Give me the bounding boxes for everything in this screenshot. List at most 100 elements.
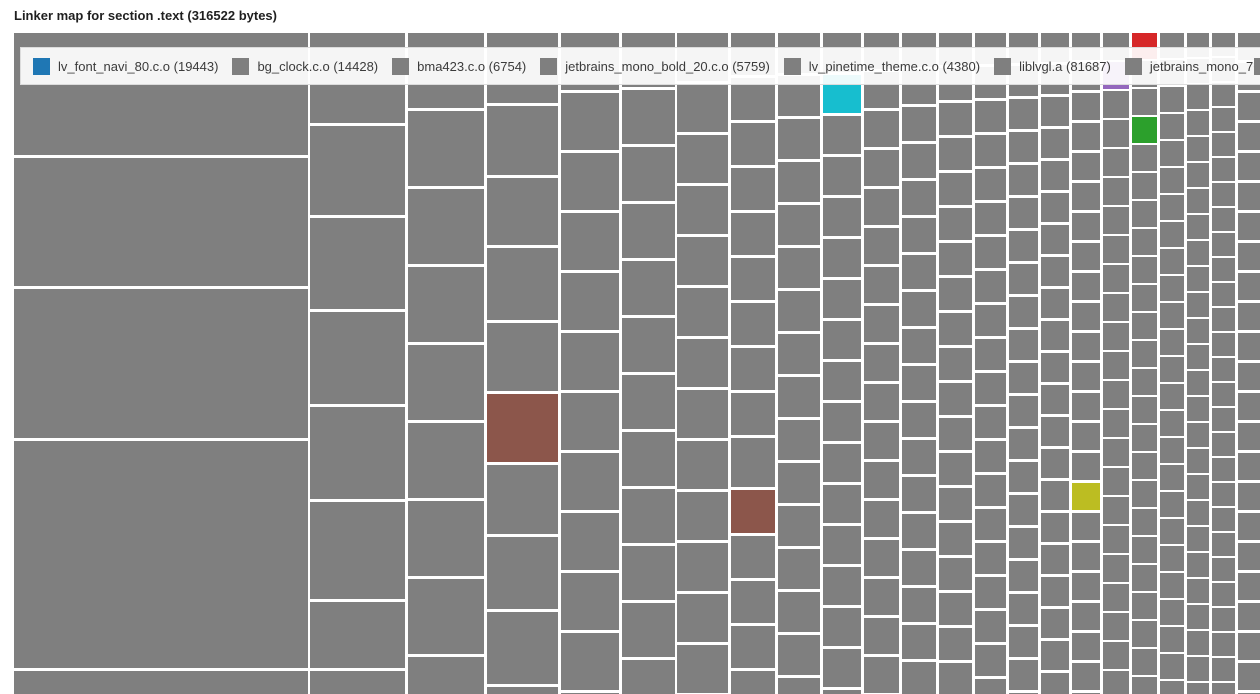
treemap-cell[interactable] bbox=[1187, 111, 1209, 135]
treemap-cell[interactable] bbox=[778, 592, 820, 632]
treemap-cell[interactable] bbox=[823, 403, 861, 441]
treemap-cell[interactable] bbox=[1132, 537, 1157, 563]
treemap-cell[interactable] bbox=[677, 594, 728, 642]
treemap-cell[interactable] bbox=[487, 394, 558, 462]
treemap-cell[interactable] bbox=[823, 690, 861, 694]
treemap-cell[interactable] bbox=[1238, 153, 1260, 180]
treemap-cell[interactable] bbox=[561, 453, 619, 510]
treemap-cell[interactable] bbox=[778, 420, 820, 460]
treemap-cell[interactable] bbox=[1009, 429, 1038, 459]
treemap-cell[interactable] bbox=[310, 126, 405, 215]
treemap-cell[interactable] bbox=[975, 169, 1006, 200]
treemap-cell[interactable] bbox=[939, 523, 972, 555]
treemap-cell[interactable] bbox=[677, 186, 728, 234]
treemap-cell[interactable] bbox=[975, 135, 1006, 166]
treemap-cell[interactable] bbox=[902, 588, 936, 622]
treemap-cell[interactable] bbox=[677, 390, 728, 438]
treemap-cell[interactable] bbox=[1187, 189, 1209, 213]
treemap-cell[interactable] bbox=[561, 633, 619, 690]
treemap-cell[interactable] bbox=[1160, 168, 1184, 193]
treemap-cell[interactable] bbox=[487, 612, 558, 684]
treemap-cell[interactable] bbox=[864, 579, 899, 615]
treemap-cell[interactable] bbox=[939, 173, 972, 205]
treemap-cell[interactable] bbox=[1041, 129, 1069, 158]
treemap-cell[interactable] bbox=[561, 153, 619, 210]
treemap-cell[interactable] bbox=[731, 123, 775, 165]
treemap-cell[interactable] bbox=[1187, 319, 1209, 343]
treemap-cell[interactable] bbox=[14, 671, 308, 694]
treemap-cell[interactable] bbox=[1132, 313, 1157, 339]
treemap-cell[interactable] bbox=[902, 329, 936, 363]
treemap-cell[interactable] bbox=[939, 313, 972, 345]
treemap-cell[interactable] bbox=[778, 334, 820, 374]
treemap-cell[interactable] bbox=[487, 465, 558, 534]
treemap-cell[interactable] bbox=[677, 645, 728, 693]
treemap-cell[interactable] bbox=[1160, 411, 1184, 436]
treemap-cell[interactable] bbox=[1072, 273, 1100, 300]
treemap-cell[interactable] bbox=[1132, 509, 1157, 535]
treemap-cell[interactable] bbox=[1160, 222, 1184, 247]
treemap-cell[interactable] bbox=[1187, 241, 1209, 265]
treemap-cell[interactable] bbox=[1132, 621, 1157, 647]
treemap-cell[interactable] bbox=[1212, 108, 1235, 131]
treemap-cell[interactable] bbox=[1238, 93, 1260, 120]
treemap-cell[interactable] bbox=[778, 162, 820, 202]
treemap-cell[interactable] bbox=[939, 278, 972, 310]
treemap-cell[interactable] bbox=[14, 441, 308, 668]
treemap-cell[interactable] bbox=[677, 84, 728, 132]
treemap-cell[interactable] bbox=[1238, 513, 1260, 540]
treemap-cell[interactable] bbox=[487, 687, 558, 694]
treemap-cell[interactable] bbox=[731, 258, 775, 300]
treemap-cell[interactable] bbox=[1103, 526, 1129, 553]
treemap-cell[interactable] bbox=[1041, 609, 1069, 638]
treemap-cell[interactable] bbox=[902, 107, 936, 141]
treemap-cell[interactable] bbox=[677, 543, 728, 591]
treemap-cell[interactable] bbox=[1132, 89, 1157, 115]
treemap-cell[interactable] bbox=[939, 418, 972, 450]
treemap-cell[interactable] bbox=[1212, 83, 1235, 106]
treemap-cell[interactable] bbox=[1212, 683, 1235, 694]
treemap-cell[interactable] bbox=[561, 333, 619, 390]
treemap-cell[interactable] bbox=[1041, 161, 1069, 190]
treemap-cell[interactable] bbox=[975, 441, 1006, 472]
treemap-cell[interactable] bbox=[487, 106, 558, 175]
treemap-cell[interactable] bbox=[1103, 439, 1129, 466]
treemap-cell[interactable] bbox=[1160, 114, 1184, 139]
legend-item[interactable]: liblvgl.a (81687) bbox=[994, 57, 1111, 75]
treemap-cell[interactable] bbox=[1132, 649, 1157, 675]
treemap-cell[interactable] bbox=[561, 573, 619, 630]
treemap-cell[interactable] bbox=[310, 407, 405, 499]
treemap-cell[interactable] bbox=[1160, 276, 1184, 301]
treemap-cell[interactable] bbox=[1072, 363, 1100, 390]
treemap-cell[interactable] bbox=[1187, 501, 1209, 525]
treemap-cell[interactable] bbox=[1132, 677, 1157, 694]
treemap-cell[interactable] bbox=[1212, 483, 1235, 506]
treemap-cell[interactable] bbox=[975, 407, 1006, 438]
treemap-cell[interactable] bbox=[677, 492, 728, 540]
treemap-cell[interactable] bbox=[408, 267, 484, 342]
treemap-cell[interactable] bbox=[1132, 369, 1157, 395]
treemap-cell[interactable] bbox=[864, 423, 899, 459]
treemap-cell[interactable] bbox=[975, 237, 1006, 268]
treemap-cell[interactable] bbox=[731, 626, 775, 668]
treemap-cell[interactable] bbox=[939, 453, 972, 485]
treemap-cell[interactable] bbox=[310, 671, 405, 694]
treemap-cell[interactable] bbox=[939, 593, 972, 625]
treemap-cell[interactable] bbox=[622, 90, 675, 144]
treemap-cell[interactable] bbox=[677, 441, 728, 489]
treemap-cell[interactable] bbox=[1041, 481, 1069, 510]
treemap-cell[interactable] bbox=[622, 261, 675, 315]
treemap-cell[interactable] bbox=[1187, 215, 1209, 239]
treemap-cell[interactable] bbox=[823, 321, 861, 359]
treemap-cell[interactable] bbox=[1103, 91, 1129, 118]
treemap-cell[interactable] bbox=[975, 101, 1006, 132]
treemap-cell[interactable] bbox=[939, 663, 972, 694]
treemap-cell[interactable] bbox=[1187, 163, 1209, 187]
treemap-cell[interactable] bbox=[778, 463, 820, 503]
treemap-cell[interactable] bbox=[1212, 308, 1235, 331]
treemap-cell[interactable] bbox=[1187, 657, 1209, 681]
treemap-cell[interactable] bbox=[902, 218, 936, 252]
treemap-cell[interactable] bbox=[1009, 561, 1038, 591]
treemap-cell[interactable] bbox=[1238, 543, 1260, 570]
treemap-cell[interactable] bbox=[975, 679, 1006, 694]
